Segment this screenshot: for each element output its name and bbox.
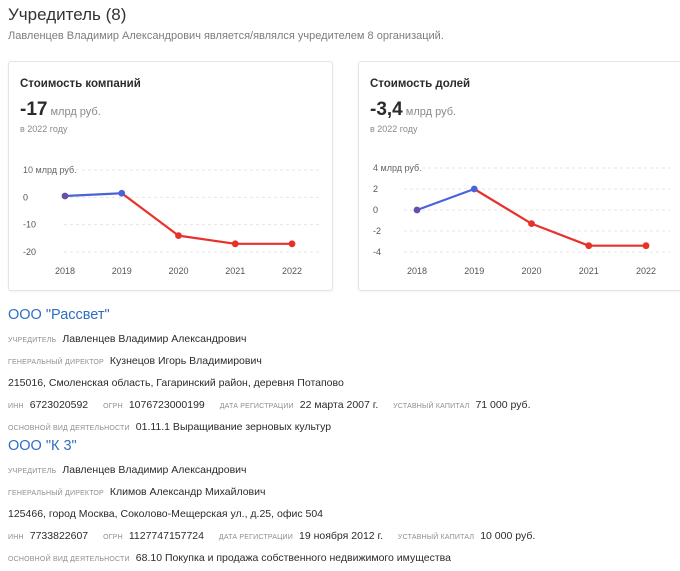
series-segment: [415, 187, 476, 212]
ogrn-value: 1127747157724: [128, 530, 204, 542]
activity-label: основной вид деятельности: [8, 556, 130, 563]
x-tick-label: 2019: [464, 266, 484, 276]
capital-value: 10 000 руб.: [480, 530, 536, 542]
director-label: генеральный директор: [8, 490, 104, 497]
inn-label: инн: [8, 403, 24, 410]
founder-label: учредитель: [8, 468, 57, 475]
y-tick-label: -10: [23, 220, 36, 230]
data-point: [231, 240, 239, 248]
data-point: [642, 242, 650, 250]
share-value-card: Стоимость долей -3,4 млрд руб. в 2022 год…: [358, 61, 680, 291]
x-tick-label: 2020: [168, 266, 188, 276]
card-title: Стоимость компаний: [20, 78, 141, 90]
org-activity-row: основной вид деятельности 01.11.1 Выращив…: [8, 416, 668, 438]
data-point: [175, 232, 182, 240]
data-point: [118, 189, 126, 197]
y-tick-label: -4: [373, 247, 381, 257]
ogrn-value: 1076723000199: [128, 399, 205, 411]
reg-date-value: 19 ноября 2012 г.: [299, 530, 383, 542]
org-director-row: генеральный директор Кузнецов Игорь Влади…: [8, 350, 668, 372]
x-tick-label: 2020: [521, 266, 541, 276]
y-tick-label: 10 млрд руб.: [23, 165, 77, 175]
card-value: -17 млрд руб.: [20, 99, 101, 121]
founder-label: учредитель: [8, 337, 57, 344]
data-point: [470, 185, 478, 193]
y-tick-label: -20: [23, 247, 36, 257]
org-name-link[interactable]: ООО "Рассвет": [8, 307, 110, 323]
page-subtitle: Лавленцев Владимир Александрович являетс…: [8, 30, 444, 42]
x-tick-label: 2022: [282, 266, 302, 276]
address-text: 215016, Смоленская область, Гагаринский …: [8, 377, 344, 389]
capital-value: 71 000 руб.: [475, 399, 531, 411]
x-tick-label: 2021: [579, 266, 599, 276]
data-point: [413, 206, 421, 214]
org-address: 215016, Смоленская область, Гагаринский …: [8, 372, 668, 394]
card-value-number: -17: [20, 99, 48, 120]
founder-name[interactable]: Лавленцев Владимир Александрович: [62, 464, 247, 476]
inn-label: инн: [8, 534, 24, 541]
activity-value: 68.10 Покупка и продажа собственного нед…: [135, 552, 451, 564]
director-name[interactable]: Климов Александр Михайлович: [109, 486, 266, 498]
org-registry-row: инн 6723020592 огрн 1076723000199 дата рег…: [8, 394, 668, 416]
card-value-unit: млрд руб.: [50, 106, 101, 118]
director-label: генеральный директор: [8, 359, 104, 366]
card-value-unit: млрд руб.: [405, 106, 457, 118]
org-registry-row: инн 7733822607 огрн 1127747157724 дата рег…: [8, 525, 668, 547]
org-entry: ООО "Рассвет" учредитель Лавленцев Владим…: [8, 306, 668, 438]
org-founder-row: учредитель Лавленцев Владимир Александров…: [8, 328, 668, 350]
series-segment: [473, 187, 533, 225]
activity-value: 01.11.1 Выращивание зерновых культур: [135, 421, 332, 433]
ogrn-label: огрн: [103, 534, 123, 541]
y-tick-label: 0: [373, 205, 378, 215]
x-tick-label: 2018: [55, 266, 75, 276]
data-point: [528, 220, 535, 228]
company-value-chart: 10 млрд руб. 0 -10 -20 2018 2019 2020 2021 2022: [23, 165, 321, 276]
data-point: [288, 240, 296, 248]
company-value-card: Стоимость компаний -17 млрд руб. в 2022 г…: [8, 61, 333, 291]
series-segment: [530, 222, 590, 247]
y-tick-label: 0: [23, 192, 28, 202]
address-text: 125466, город Москва, Соколово-Мещерская…: [8, 508, 324, 520]
data-point: [61, 192, 69, 200]
x-tick-label: 2018: [407, 266, 427, 276]
y-tick-label: 2: [373, 184, 378, 194]
x-tick-label: 2022: [636, 266, 656, 276]
card-year-note: в 2022 году: [370, 124, 418, 134]
capital-label: уставный капитал: [393, 403, 470, 410]
inn-value: 6723020592: [29, 399, 89, 411]
ogrn-label: огрн: [103, 403, 123, 410]
org-name-link[interactable]: ООО "К 3": [8, 438, 77, 454]
org-founder-row: учредитель Лавленцев Владимир Александров…: [8, 459, 668, 481]
reg-date-label: дата регистрации: [219, 403, 294, 410]
org-address: 125466, город Москва, Соколово-Мещерская…: [8, 503, 668, 525]
series-segment: [120, 192, 180, 237]
founder-name[interactable]: Лавленцев Владимир Александрович: [62, 333, 247, 345]
card-year-note: в 2022 году: [20, 124, 68, 134]
y-tick-label: -2: [373, 226, 381, 236]
card-value: -3,4 млрд руб.: [370, 99, 456, 121]
reg-date-label: дата регистрации: [218, 534, 293, 541]
share-value-chart: 4 млрд руб. 2 0 -2 -4 2018 2019 2020 2021 2022: [373, 163, 670, 276]
x-tick-label: 2019: [112, 266, 132, 276]
y-tick-label: 4 млрд руб.: [373, 163, 422, 173]
org-activity-row: основной вид деятельности 68.10 Покупка и…: [8, 547, 668, 569]
data-point: [585, 242, 593, 250]
activity-label: основной вид деятельности: [8, 425, 130, 432]
org-director-row: генеральный директор Климов Александр Мих…: [8, 481, 668, 503]
card-title: Стоимость долей: [370, 78, 471, 90]
inn-value: 7733822607: [29, 530, 89, 542]
x-tick-label: 2021: [225, 266, 245, 276]
capital-label: уставный капитал: [397, 534, 475, 541]
director-name[interactable]: Кузнецов Игорь Владимирович: [109, 355, 262, 367]
series-segment: [63, 192, 123, 198]
card-value-number: -3,4: [370, 99, 403, 120]
reg-date-value: 22 марта 2007 г.: [299, 399, 379, 411]
page-title: Учредитель (8): [8, 5, 127, 24]
series-segment: [177, 234, 237, 245]
org-entry: ООО "К 3" учредитель Лавленцев Владимир А…: [8, 437, 668, 569]
